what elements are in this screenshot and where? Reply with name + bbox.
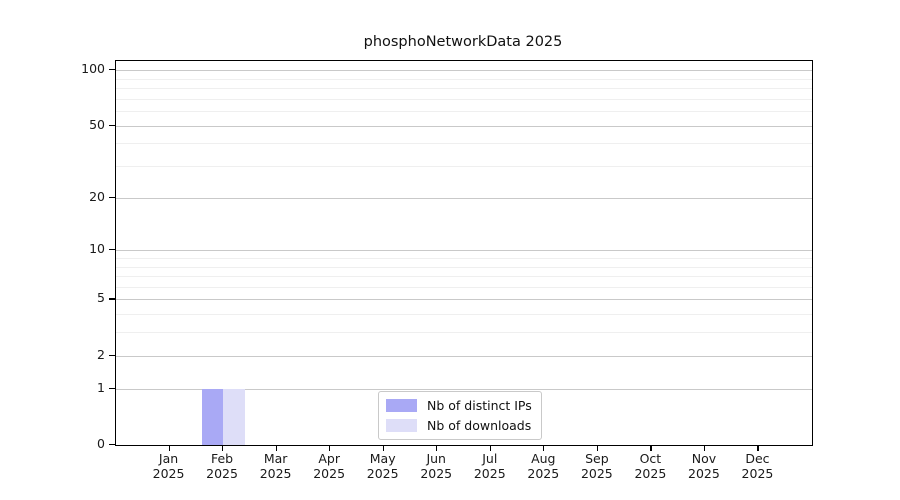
chart-title: phosphoNetworkData 2025 — [363, 34, 563, 50]
y-tick-mark — [109, 196, 115, 198]
plot-area — [115, 60, 813, 446]
x-tick-mark — [168, 445, 170, 451]
y-tick-label: 1 — [97, 379, 105, 395]
x-tick-label: Jan 2025 — [152, 451, 185, 481]
y-tick-mark — [109, 444, 115, 446]
legend-row: Nb of distinct IPs — [386, 398, 532, 413]
y-tick-label: 5 — [97, 290, 105, 306]
x-tick-mark — [757, 445, 759, 451]
minor-gridline — [116, 166, 812, 168]
legend-row: Nb of downloads — [386, 418, 532, 433]
x-tick-label: Feb 2025 — [206, 451, 238, 481]
legend-label-downloads: Nb of downloads — [427, 418, 532, 433]
minor-gridline — [116, 314, 812, 316]
legend-swatch-downloads — [386, 419, 417, 432]
y-tick-label: 20 — [89, 188, 105, 204]
y-tick-mark — [109, 249, 115, 251]
x-tick-mark — [489, 445, 491, 451]
x-tick-mark — [382, 445, 384, 451]
minor-gridline — [116, 332, 812, 334]
x-tick-mark — [650, 445, 652, 451]
legend: Nb of distinct IPs Nb of downloads — [378, 391, 542, 440]
major-gridline — [116, 388, 812, 390]
x-tick-label: Oct 2025 — [634, 451, 667, 481]
minor-gridline — [116, 276, 812, 278]
x-tick-mark — [329, 445, 331, 451]
y-tick-label: 100 — [81, 61, 105, 77]
minor-gridline — [116, 286, 812, 288]
y-tick-label: 0 — [97, 436, 105, 451]
minor-gridline — [116, 98, 812, 100]
legend-label-distinct-ips: Nb of distinct IPs — [427, 398, 532, 413]
y-tick-mark — [109, 387, 115, 389]
y-tick-mark — [109, 298, 115, 300]
major-gridline — [116, 125, 812, 127]
x-tick-label: Sep 2025 — [580, 451, 613, 481]
bar-distinct-ips — [201, 388, 224, 445]
minor-gridline — [116, 78, 812, 80]
x-tick-mark — [703, 445, 706, 451]
major-gridline — [116, 70, 812, 72]
minor-gridline — [116, 266, 812, 268]
y-tick-mark — [109, 124, 115, 126]
x-tick-label: Apr 2025 — [313, 451, 346, 481]
x-tick-mark — [436, 445, 438, 451]
x-tick-label: Mar 2025 — [259, 451, 292, 481]
x-tick-label: Jul 2025 — [473, 451, 506, 481]
minor-gridline — [116, 257, 812, 259]
y-tick-label: 50 — [89, 116, 105, 132]
minor-gridline — [116, 111, 812, 113]
x-tick-label: Dec 2025 — [741, 451, 774, 481]
major-gridline — [116, 299, 812, 301]
major-gridline — [116, 355, 812, 357]
x-tick-mark — [222, 445, 224, 451]
minor-gridline — [116, 88, 812, 90]
y-tick-mark — [109, 69, 115, 71]
legend-swatch-distinct-ips — [386, 399, 417, 412]
x-tick-mark — [543, 445, 545, 451]
x-tick-label: Jun 2025 — [420, 451, 453, 481]
major-gridline — [116, 250, 812, 252]
major-gridline — [116, 197, 812, 199]
x-tick-label: Aug 2025 — [527, 451, 560, 481]
x-tick-mark — [275, 445, 277, 451]
x-tick-label: May 2025 — [366, 451, 399, 481]
y-tick-label: 10 — [89, 241, 105, 257]
x-tick-label: Nov 2025 — [688, 451, 720, 481]
x-tick-mark — [596, 445, 599, 451]
y-tick-label: 2 — [97, 346, 105, 362]
minor-gridline — [116, 143, 812, 145]
y-tick-mark — [109, 354, 115, 356]
bar-downloads — [223, 388, 245, 445]
